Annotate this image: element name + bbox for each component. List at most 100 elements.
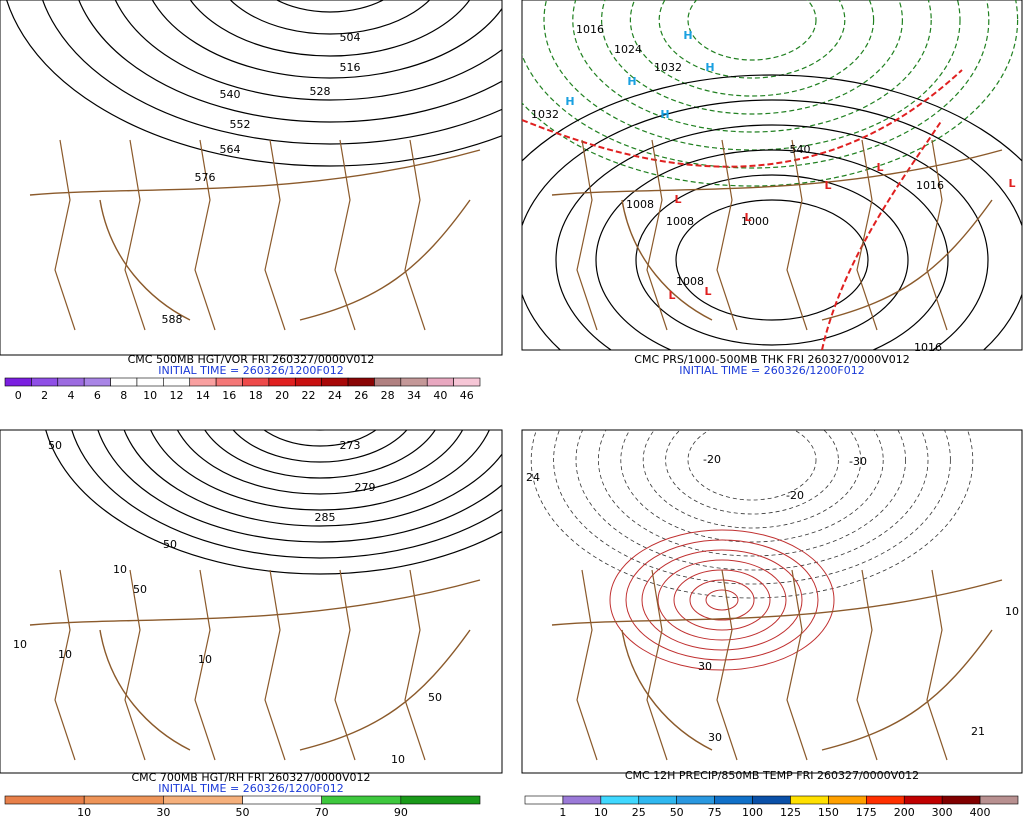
colorbar-label: 28 xyxy=(381,389,395,402)
colorbar-label: 24 xyxy=(328,389,342,402)
contour-label: 528 xyxy=(310,85,331,98)
pressure-center: L xyxy=(704,285,711,298)
contour xyxy=(687,0,817,61)
contour xyxy=(151,0,502,79)
border-line xyxy=(551,579,1003,626)
colorbar-box xyxy=(83,795,164,805)
colorbar-label: 6 xyxy=(94,389,101,402)
contour-label: 1008 xyxy=(666,215,694,228)
colorbar-label: 70 xyxy=(315,806,329,819)
colorbar-box xyxy=(268,377,296,387)
colorbar-label: 0 xyxy=(15,389,22,402)
colorbar-box xyxy=(321,377,349,387)
contour xyxy=(598,430,906,557)
contour-label: 279 xyxy=(355,481,376,494)
map-caption: CMC 12H PRECIP/850MB TEMP FRI 260327/000… xyxy=(625,769,919,782)
contour-label: 564 xyxy=(220,143,241,156)
contour xyxy=(658,0,846,79)
contour xyxy=(641,549,803,651)
colorbar-label: 125 xyxy=(780,806,801,819)
border-line xyxy=(29,579,481,626)
contour xyxy=(232,430,408,463)
pressure-center: L xyxy=(668,289,675,302)
border-line xyxy=(786,139,808,331)
map-background xyxy=(0,429,503,774)
contour-label: 576 xyxy=(195,171,216,184)
colorbar-label: 16 xyxy=(222,389,236,402)
contour-label: 10 xyxy=(13,638,27,651)
colorbar-box xyxy=(163,795,243,805)
map-layer xyxy=(29,430,502,761)
contour xyxy=(687,430,817,501)
contour-label: 10 xyxy=(58,648,72,661)
contour xyxy=(657,559,787,641)
init-time: INITIAL TIME = 260326/1200F012 xyxy=(158,782,343,795)
pressure-center: H xyxy=(705,61,714,74)
contour xyxy=(150,430,490,511)
border-line xyxy=(124,569,146,761)
colorbar-box xyxy=(790,795,829,805)
colorbar-box xyxy=(524,795,564,805)
border-line xyxy=(646,569,668,761)
contour xyxy=(229,0,431,35)
contour-label: 1016 xyxy=(916,179,944,192)
map-layer xyxy=(6,0,502,331)
pressure-center: H xyxy=(660,108,669,121)
colorbar-label: 1 xyxy=(559,806,566,819)
contour-label: 540 xyxy=(220,88,241,101)
colorbar-label: 34 xyxy=(407,389,421,402)
colorbar-box xyxy=(941,795,981,805)
colorbar-box xyxy=(562,795,602,805)
contour xyxy=(114,0,502,101)
colorbar-box xyxy=(374,377,402,387)
colorbar-box xyxy=(714,795,753,805)
colorbar-label: 50 xyxy=(670,806,684,819)
contour xyxy=(6,0,502,167)
colorbar-box xyxy=(4,795,85,805)
contour-label: 21 xyxy=(971,725,985,738)
border-line xyxy=(551,149,1003,196)
colorbar-label: 75 xyxy=(708,806,722,819)
pressure-center: H xyxy=(683,29,692,42)
coastline xyxy=(621,199,993,321)
contour-label: 1000 xyxy=(741,215,769,228)
border-line xyxy=(856,139,878,331)
map-background xyxy=(0,0,503,356)
contour-label: 552 xyxy=(230,118,251,131)
contour xyxy=(675,199,869,321)
colorbar-box xyxy=(83,377,111,387)
colorbar-label: 22 xyxy=(301,389,315,402)
contour xyxy=(71,430,502,559)
colorbar-box xyxy=(294,377,322,387)
colorbar-box xyxy=(676,795,715,805)
colorbar-box xyxy=(321,795,402,805)
colorbar-label: 12 xyxy=(170,389,184,402)
pressure-center: L xyxy=(744,211,751,224)
border-line xyxy=(716,139,738,331)
contour xyxy=(189,0,471,57)
colorbar-box xyxy=(426,377,454,387)
border-line xyxy=(716,569,738,761)
contour xyxy=(635,174,909,346)
colorbar-box xyxy=(638,795,677,805)
coastline xyxy=(621,629,993,751)
pressure-center: L xyxy=(674,193,681,206)
contour xyxy=(78,0,502,123)
contour-label: 285 xyxy=(315,511,336,524)
colorbar-box xyxy=(242,377,270,387)
contour xyxy=(609,529,835,671)
colorbar-label: 400 xyxy=(970,806,991,819)
colorbar-label: 20 xyxy=(275,389,289,402)
border-line xyxy=(54,569,76,761)
colorbar-label: 90 xyxy=(394,806,408,819)
border-line xyxy=(404,569,426,761)
border-line xyxy=(576,139,598,331)
colorbar-box xyxy=(242,795,322,805)
contour-label: 1008 xyxy=(626,198,654,211)
colorbar-label: 4 xyxy=(67,389,74,402)
border-line xyxy=(404,139,426,331)
colorbar-label: 14 xyxy=(196,389,210,402)
colorbar-label: 10 xyxy=(77,806,91,819)
colorbar-box xyxy=(189,377,217,387)
